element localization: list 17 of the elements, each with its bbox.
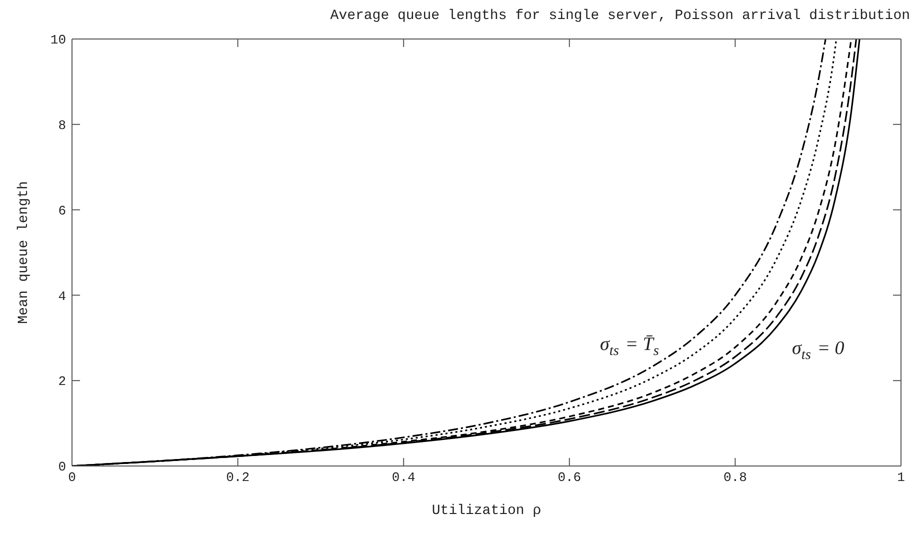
y-tick-label: 8	[58, 118, 66, 134]
x-tick-label: 0.2	[226, 470, 250, 486]
x-axis-title: Utilization ρ	[432, 503, 542, 519]
y-tick-label: 4	[58, 288, 66, 304]
y-axis-title: Mean queue length	[16, 181, 32, 324]
annotation: σ$_{ts}$ = T̄$_{s}$	[600, 334, 660, 359]
y-tick-label: 10	[50, 32, 66, 48]
x-tick-label: 0	[68, 470, 76, 486]
y-tick-label: 0	[58, 460, 66, 475]
chart-title: Average queue lengths for single server, Poisson arrival distribution	[329, 8, 910, 24]
y-tick-label: 6	[58, 203, 66, 218]
x-tick-label: 0.8	[723, 470, 747, 486]
x-tick-label: 0.4	[392, 470, 416, 486]
x-tick-label: 0.6	[558, 470, 582, 486]
annotation: σ$_{ts}$ = 0	[792, 338, 845, 363]
x-tick-label: 1	[897, 470, 906, 486]
y-tick-label: 2	[58, 374, 66, 390]
